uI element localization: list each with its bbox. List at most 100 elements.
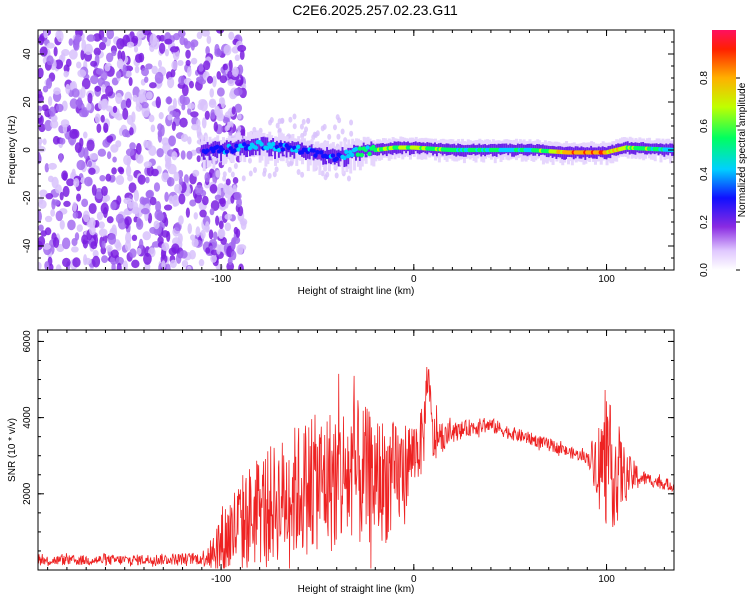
noise-blob	[237, 64, 244, 75]
y-tick-label: 20	[22, 96, 33, 108]
ridge-point	[365, 145, 370, 150]
noise-blob	[252, 166, 257, 173]
y-tick-label: -20	[22, 190, 33, 205]
noise-blob	[186, 265, 192, 270]
noise-blob	[172, 97, 177, 110]
noise-blob	[78, 109, 88, 118]
noise-blob	[72, 211, 79, 219]
noise-blob	[169, 259, 177, 269]
noise-blob	[102, 196, 108, 204]
noise-blob	[122, 64, 127, 76]
ridge-point	[242, 142, 247, 147]
noise-blob	[84, 43, 94, 56]
noise-blob	[164, 217, 169, 227]
ridge-band	[268, 141, 272, 157]
noise-blob	[96, 123, 102, 134]
noise-blob	[76, 224, 83, 233]
noise-blob	[53, 87, 61, 95]
ridge-band	[299, 143, 303, 155]
noise-blob	[218, 229, 225, 239]
noise-blob	[128, 77, 133, 87]
noise-blob	[171, 243, 180, 254]
noise-blob	[168, 135, 177, 147]
ridge-point	[232, 148, 237, 153]
noise-blob	[63, 70, 69, 78]
noise-blob	[171, 121, 176, 132]
noise-blob	[241, 175, 246, 182]
colorbar-label: Normalized spectral amplitude	[737, 82, 748, 217]
noise-blob	[112, 105, 118, 114]
noise-blob	[234, 79, 244, 87]
noise-blob	[201, 30, 210, 37]
noise-blob	[166, 177, 175, 187]
noise-blob	[96, 211, 104, 221]
noise-blob	[84, 176, 93, 187]
noise-blob	[124, 216, 132, 226]
noise-blob	[38, 105, 43, 112]
noise-blob	[349, 130, 354, 137]
noise-blob	[77, 69, 87, 78]
noise-blob	[140, 208, 150, 215]
noise-blob	[148, 82, 157, 89]
noise-blob	[100, 70, 108, 81]
ridge-point	[330, 153, 336, 158]
x-tick-label: 0	[411, 274, 417, 285]
noise-blob	[55, 264, 62, 270]
noise-blob	[135, 151, 142, 163]
noise-blob	[237, 125, 242, 132]
noise-blob	[133, 189, 139, 202]
noise-blob	[63, 200, 71, 208]
noise-blob	[86, 139, 95, 152]
noise-blob	[164, 48, 170, 57]
noise-blob	[115, 113, 124, 121]
noise-blob	[100, 114, 105, 123]
noise-blob	[129, 248, 137, 258]
noise-blob	[188, 80, 194, 89]
noise-blob	[39, 195, 44, 205]
noise-blob	[227, 79, 235, 87]
noise-blob	[272, 171, 277, 178]
noise-blob	[178, 75, 186, 86]
noise-blob	[178, 176, 183, 186]
noise-blob	[131, 35, 139, 44]
ridge-point	[228, 146, 233, 151]
noise-blob	[62, 123, 68, 134]
snr-line-group	[38, 366, 674, 569]
chart-title: C2E6.2025.257.02.23.G11	[292, 2, 458, 18]
noise-blob	[175, 112, 180, 120]
noise-blob	[69, 128, 78, 139]
noise-blob	[65, 83, 71, 95]
noise-blob	[143, 161, 152, 169]
noise-blob	[214, 48, 222, 58]
noise-blob	[186, 150, 193, 160]
noise-blob	[90, 60, 98, 67]
noise-blob	[177, 233, 183, 244]
noise-blob	[203, 60, 211, 71]
noise-blob	[274, 166, 279, 173]
noise-blob	[327, 133, 332, 140]
noise-blob	[39, 189, 48, 197]
noise-blob	[56, 30, 64, 43]
noise-blob	[223, 184, 230, 194]
noise-blob	[216, 30, 225, 34]
noise-blob	[225, 178, 231, 186]
noise-blob	[346, 175, 351, 182]
noise-blob	[215, 170, 221, 178]
noise-blob	[71, 88, 80, 98]
noise-blob	[111, 167, 117, 175]
noise-blob	[173, 171, 180, 182]
noise-blob	[90, 74, 99, 85]
noise-blob	[121, 129, 130, 138]
noise-blob	[148, 114, 155, 123]
y-tick-label: 0	[22, 147, 33, 153]
noise-blob	[332, 124, 337, 131]
noise-blob	[167, 114, 173, 121]
noise-blob	[76, 61, 82, 69]
noise-blob	[83, 254, 88, 266]
noise-blob	[59, 137, 66, 145]
noise-blob	[190, 41, 195, 51]
snr-panel: -100 0 100 2000 4000 6000 Height of straight …	[7, 329, 675, 595]
noise-blob	[38, 146, 46, 153]
noise-blob	[105, 85, 114, 97]
ridge-point	[205, 148, 210, 153]
